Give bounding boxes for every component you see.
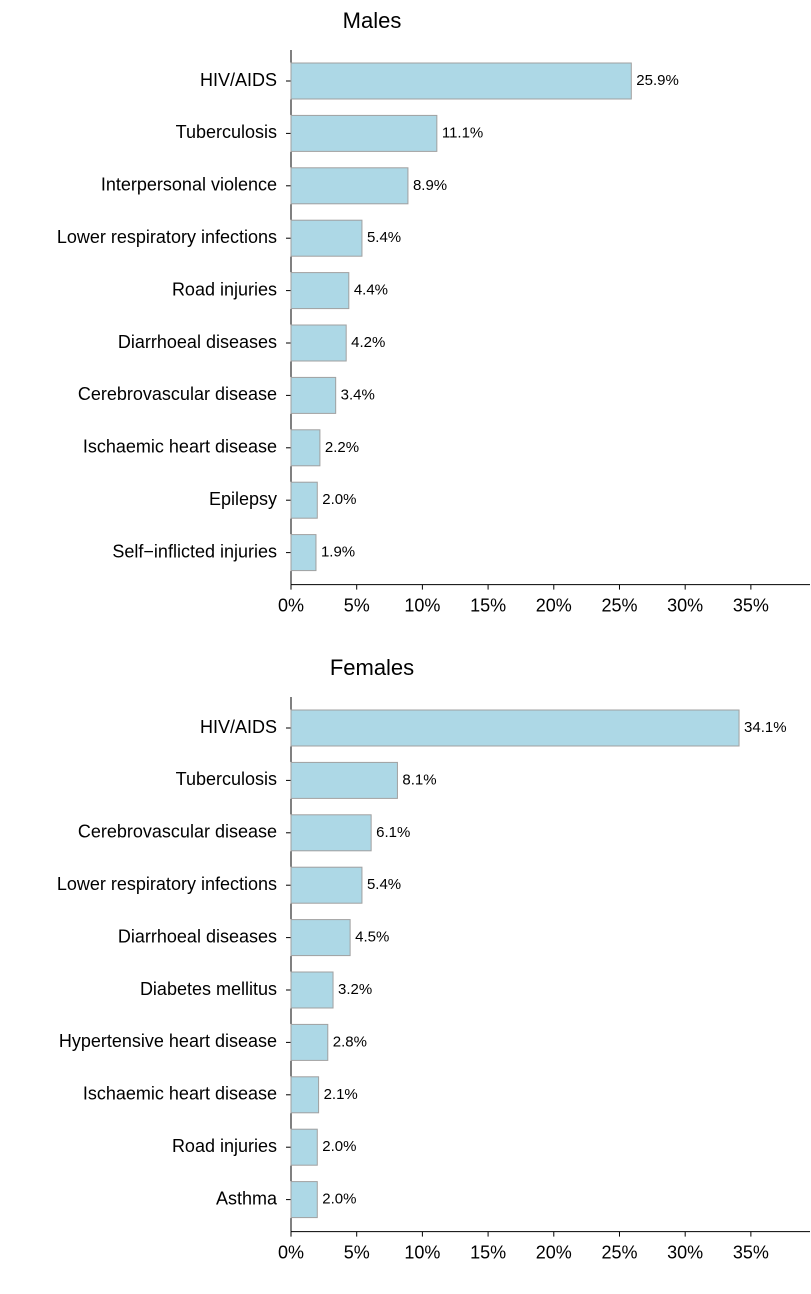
value-label: 2.0%	[322, 491, 356, 508]
y-tick-label: Ischaemic heart disease	[83, 437, 277, 457]
y-tick-label: Diarrhoeal diseases	[118, 926, 277, 946]
bar	[290, 1181, 318, 1219]
x-tick-label: 15%	[470, 595, 506, 615]
value-label: 5.4%	[367, 876, 401, 893]
y-tick-label: Self−inflicted injuries	[112, 541, 277, 561]
bar	[290, 919, 351, 957]
bar	[290, 1128, 318, 1166]
x-tick-label: 0%	[278, 595, 304, 615]
bar	[290, 481, 318, 519]
x-tick-label: 10%	[404, 1242, 440, 1262]
value-label: 8.9%	[413, 177, 447, 194]
value-label: 11.1%	[442, 124, 483, 141]
x-tick-label: 20%	[536, 595, 572, 615]
y-tick-label: Hypertensive heart disease	[59, 1031, 277, 1051]
x-tick-label: 0%	[278, 1242, 304, 1262]
value-label: 3.4%	[341, 386, 375, 403]
y-tick-label: Diarrhoeal diseases	[118, 332, 277, 352]
y-tick-label: Cerebrovascular disease	[78, 384, 277, 404]
bar	[290, 866, 363, 904]
y-tick-label: HIV/AIDS	[200, 70, 277, 90]
value-label: 2.1%	[324, 1086, 358, 1103]
x-tick-label: 20%	[536, 1242, 572, 1262]
value-label: 2.2%	[325, 439, 359, 456]
bar	[290, 272, 350, 310]
bar	[290, 814, 372, 852]
x-tick-label: 10%	[404, 595, 440, 615]
x-tick-label: 15%	[470, 1242, 506, 1262]
y-tick-label: Epilepsy	[209, 489, 277, 509]
value-label: 3.2%	[338, 981, 372, 998]
value-label: 2.0%	[322, 1191, 356, 1208]
value-label: 4.2%	[351, 334, 385, 351]
y-tick-label: Lower respiratory infections	[57, 227, 277, 247]
value-label: 6.1%	[376, 824, 410, 841]
value-label: 4.5%	[355, 929, 389, 946]
x-tick-label: 30%	[667, 595, 703, 615]
bar	[290, 324, 347, 362]
value-label: 4.4%	[354, 282, 388, 299]
value-label: 5.4%	[367, 229, 401, 246]
y-tick-label: Ischaemic heart disease	[83, 1084, 277, 1104]
y-tick-label: Interpersonal violence	[101, 175, 277, 195]
bar	[290, 971, 334, 1009]
bar	[290, 219, 363, 257]
chart-title: Males	[343, 8, 402, 33]
x-tick-label: 35%	[733, 1242, 769, 1262]
y-tick-label: Tuberculosis	[176, 769, 277, 789]
y-tick-label: Diabetes mellitus	[140, 979, 277, 999]
chart-title: Females	[330, 655, 414, 680]
x-tick-label: 25%	[601, 1242, 637, 1262]
y-tick-label: Tuberculosis	[176, 122, 277, 142]
bar	[290, 1023, 329, 1061]
y-tick-label: Lower respiratory infections	[57, 874, 277, 894]
bar	[290, 114, 438, 152]
x-tick-label: 25%	[601, 595, 637, 615]
value-label: 1.9%	[321, 544, 355, 561]
bar	[290, 709, 740, 747]
bar	[290, 429, 321, 467]
value-label: 2.0%	[322, 1138, 356, 1155]
x-tick-label: 5%	[344, 595, 370, 615]
bar	[290, 62, 632, 100]
value-label: 8.1%	[402, 771, 436, 788]
value-label: 2.8%	[333, 1033, 367, 1050]
y-tick-label: Road injuries	[172, 279, 277, 299]
y-tick-label: Road injuries	[172, 1136, 277, 1156]
bar	[290, 376, 337, 414]
bar	[290, 1076, 320, 1114]
bar	[290, 761, 398, 799]
x-tick-label: 30%	[667, 1242, 703, 1262]
y-tick-label: HIV/AIDS	[200, 717, 277, 737]
value-label: 34.1%	[744, 719, 787, 736]
x-tick-label: 5%	[344, 1242, 370, 1262]
bar	[290, 534, 317, 572]
y-tick-label: Asthma	[216, 1188, 278, 1208]
bar	[290, 167, 409, 205]
value-label: 25.9%	[636, 72, 679, 89]
x-tick-label: 35%	[733, 595, 769, 615]
y-tick-label: Cerebrovascular disease	[78, 822, 277, 842]
